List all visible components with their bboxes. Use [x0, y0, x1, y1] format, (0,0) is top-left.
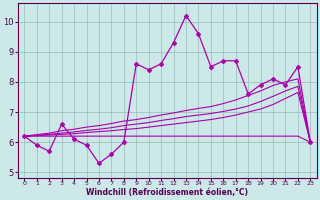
X-axis label: Windchill (Refroidissement éolien,°C): Windchill (Refroidissement éolien,°C)	[86, 188, 248, 197]
